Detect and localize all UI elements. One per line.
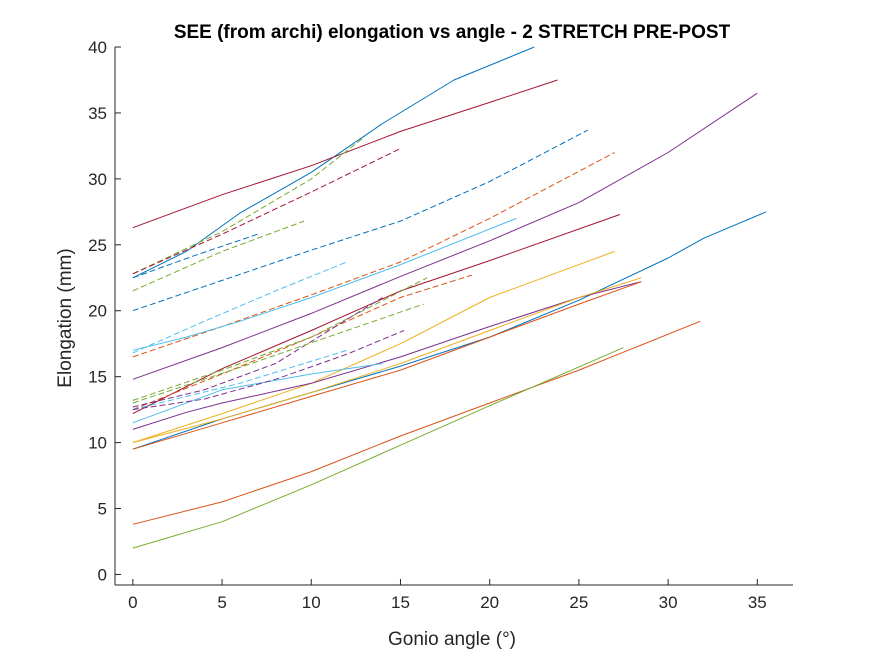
series-line-9: [132, 92, 758, 380]
y-tick-label: 35: [88, 104, 107, 123]
series-line-13: [132, 250, 615, 444]
series-line-11: [132, 261, 348, 354]
x-tick-label: 20: [480, 593, 499, 612]
series-line-4: [132, 148, 401, 275]
series-line-18: [132, 281, 642, 430]
series-line-26: [132, 347, 624, 549]
series-line-8: [132, 152, 615, 358]
series-line-22: [132, 349, 348, 411]
series-line-16: [132, 297, 383, 408]
y-tick-label: 15: [88, 368, 107, 387]
series-line-23: [132, 303, 424, 404]
series-line-10: [132, 217, 517, 351]
x-axis-label: Gonio angle (°): [388, 629, 516, 650]
x-tick-label: 0: [128, 593, 137, 612]
x-tick-label: 5: [217, 593, 226, 612]
x-tick-label: 25: [569, 593, 588, 612]
y-tick-label: 25: [88, 236, 107, 255]
y-tick-label: 30: [88, 170, 107, 189]
y-tick-label: 10: [88, 434, 107, 453]
y-tick-label: 0: [98, 565, 107, 584]
axes-layer: 0 5 10 15 20 25 30 35 0 5 10 15 20 25 30 35 40: [88, 38, 793, 612]
series-line-5: [132, 220, 305, 292]
x-tick-label: 10: [302, 593, 321, 612]
y-axis-label: Elongation (mm): [55, 248, 76, 387]
y-tick-label: 5: [98, 500, 107, 519]
series-line-19: [132, 281, 642, 450]
series-line-1: [132, 46, 535, 279]
y-tick-label: 20: [88, 302, 107, 321]
x-tick-label: 30: [659, 593, 678, 612]
series-layer: [132, 46, 767, 549]
x-tick-label: 35: [748, 593, 767, 612]
chart-title: SEE (from archi) elongation vs angle - 2…: [174, 22, 731, 43]
series-line-6: [132, 233, 258, 279]
series-line-15: [132, 277, 428, 401]
series-line-2: [132, 79, 558, 229]
series-line-3: [132, 136, 366, 275]
x-tick-label: 15: [391, 593, 410, 612]
y-tick-label: 40: [88, 38, 107, 57]
series-line-25: [132, 320, 701, 525]
series-line-7: [132, 129, 589, 312]
series-line-24: [132, 330, 405, 411]
series-line-12: [132, 214, 621, 415]
series-line-20: [132, 277, 642, 444]
